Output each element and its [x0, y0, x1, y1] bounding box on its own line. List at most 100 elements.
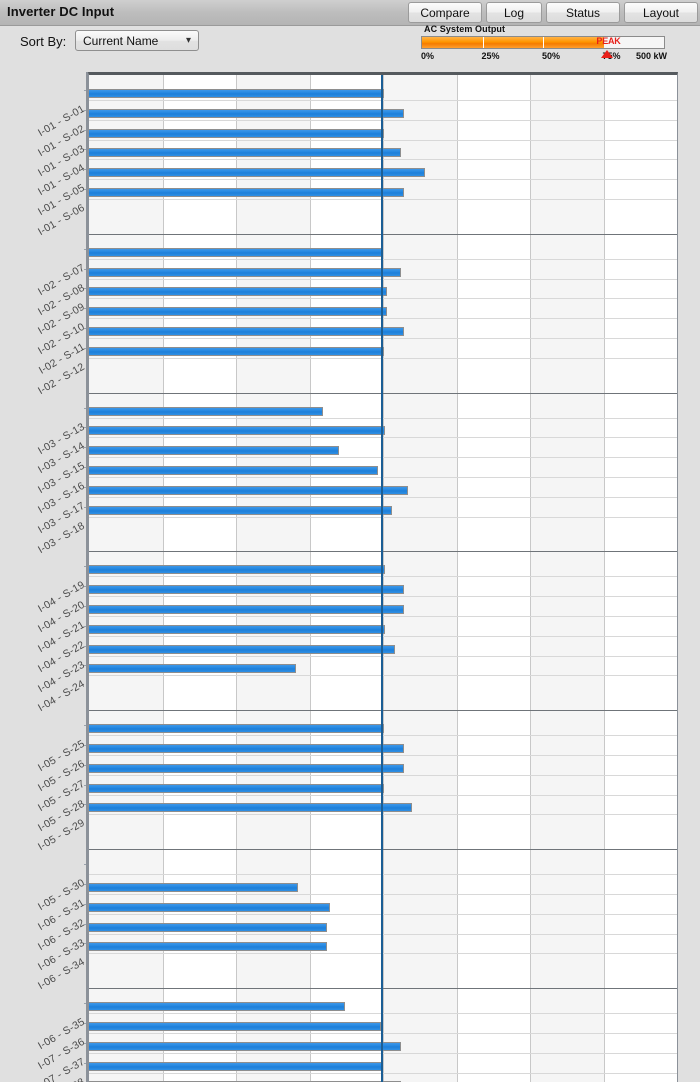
bar[interactable] — [89, 783, 385, 793]
chart-row-line — [89, 418, 677, 419]
chart-row-line — [89, 298, 677, 299]
layout-button[interactable]: Layout — [624, 2, 698, 23]
chart-row-line — [89, 140, 677, 141]
bar[interactable] — [89, 505, 393, 515]
chart-group-separator — [89, 849, 677, 851]
chart-row-line — [89, 120, 677, 121]
chart-row-line — [89, 279, 677, 280]
chart-group-separator — [89, 233, 677, 235]
bar[interactable] — [89, 406, 324, 416]
bar[interactable] — [89, 922, 327, 932]
title-bar: Inverter DC Input Compare Log Status Layout — [0, 0, 700, 26]
bar[interactable] — [89, 644, 395, 654]
gauge-tick-0: 0% — [421, 51, 435, 61]
chart-row-line — [89, 259, 677, 260]
chart-row-line — [89, 616, 677, 617]
bar[interactable] — [89, 902, 331, 912]
chart-row-line — [89, 874, 677, 875]
chart-row-line — [89, 675, 677, 676]
bar[interactable] — [89, 803, 413, 813]
chart-row-line — [89, 775, 677, 776]
chart-row-line — [89, 437, 677, 438]
sort-by-label: Sort By: — [20, 34, 67, 49]
bar[interactable] — [89, 188, 405, 197]
ac-system-output-gauge: AC System Output 500 kW 0% 25% 50% 75% PEAK — [421, 24, 667, 65]
gauge-tick-2: 50% — [542, 51, 561, 61]
bar[interactable] — [89, 108, 405, 118]
gauge-title: AC System Output — [424, 24, 506, 34]
chart-row-line — [89, 894, 677, 895]
chart-row-line — [89, 159, 677, 160]
gauge-unit-label: 500 kW — [635, 51, 667, 61]
chart-row-line — [89, 914, 677, 915]
toolbar-button-group: Compare Log Status Layout — [408, 2, 698, 23]
bar[interactable] — [89, 346, 385, 356]
bar[interactable] — [89, 664, 296, 674]
bar[interactable] — [89, 1022, 381, 1031]
chart-gridline — [309, 75, 311, 1082]
bar[interactable] — [89, 942, 327, 952]
chart-row-line — [89, 477, 677, 478]
chart-row-line — [89, 576, 677, 577]
chart-row-line — [89, 814, 677, 815]
page-title: Inverter DC Input — [7, 4, 115, 19]
bar[interactable] — [89, 287, 387, 297]
chart-row-line — [89, 179, 677, 180]
chart-gridline — [383, 75, 384, 1082]
bar[interactable] — [89, 1002, 346, 1012]
chart-row-line — [89, 497, 677, 498]
chart-reference-line — [380, 75, 383, 1082]
chart-row-line — [89, 1033, 677, 1034]
bar[interactable] — [89, 485, 408, 495]
compare-button[interactable]: Compare — [408, 2, 482, 23]
chart-group-separator — [89, 988, 677, 990]
bar[interactable] — [89, 883, 299, 892]
bar[interactable] — [89, 128, 385, 138]
bar[interactable] — [89, 605, 405, 614]
bar[interactable] — [89, 1041, 401, 1051]
bar[interactable] — [89, 466, 379, 475]
chart-row-line — [89, 100, 677, 101]
chart-group-separator — [89, 551, 677, 553]
bar[interactable] — [89, 426, 386, 436]
bar-chart-plot-area — [88, 72, 678, 1082]
gauge-tick-labels: 500 kW 0% 25% 50% 75% — [421, 51, 667, 65]
chart-row-line — [89, 953, 677, 954]
chart-row-line — [89, 199, 677, 200]
gauge-peak-label: PEAK — [596, 36, 621, 46]
chart-gridline — [530, 75, 531, 1082]
bar[interactable] — [89, 148, 401, 158]
bar[interactable] — [89, 565, 386, 575]
bar[interactable] — [89, 763, 405, 773]
y-axis-labels: I-01 - S-01 I-01 - S-02 I-01 - S-03 I-01 - … — [0, 72, 88, 1082]
chart-row-line — [89, 517, 677, 518]
bar[interactable] — [89, 585, 405, 595]
bar[interactable] — [89, 446, 340, 456]
log-button[interactable]: Log — [486, 2, 542, 23]
chart-gridline — [236, 75, 237, 1082]
bar[interactable] — [89, 267, 401, 277]
gauge-segment-divider — [543, 37, 544, 48]
bar[interactable] — [89, 744, 405, 753]
bar[interactable] — [89, 1061, 383, 1071]
bar[interactable] — [89, 724, 385, 734]
bar[interactable] — [89, 327, 405, 336]
chart-row-line — [89, 755, 677, 756]
chart-column-band — [530, 75, 604, 1082]
gauge-segment-divider — [482, 37, 484, 48]
bar[interactable] — [89, 307, 387, 317]
bar[interactable] — [89, 624, 386, 634]
chart-row-line — [89, 338, 677, 339]
gauge-track — [421, 36, 665, 49]
chart-row-line — [89, 1013, 677, 1014]
sort-by-select[interactable]: Current Name ▾ — [75, 30, 199, 51]
status-button[interactable]: Status — [546, 2, 620, 23]
chart-row-line — [89, 795, 677, 796]
bar[interactable] — [89, 247, 382, 257]
bar[interactable] — [89, 89, 385, 98]
chart-row-line — [89, 934, 677, 935]
chart-row-line — [89, 735, 677, 736]
sort-bar: Sort By: Current Name ▾ — [0, 26, 700, 72]
bar[interactable] — [89, 168, 426, 178]
